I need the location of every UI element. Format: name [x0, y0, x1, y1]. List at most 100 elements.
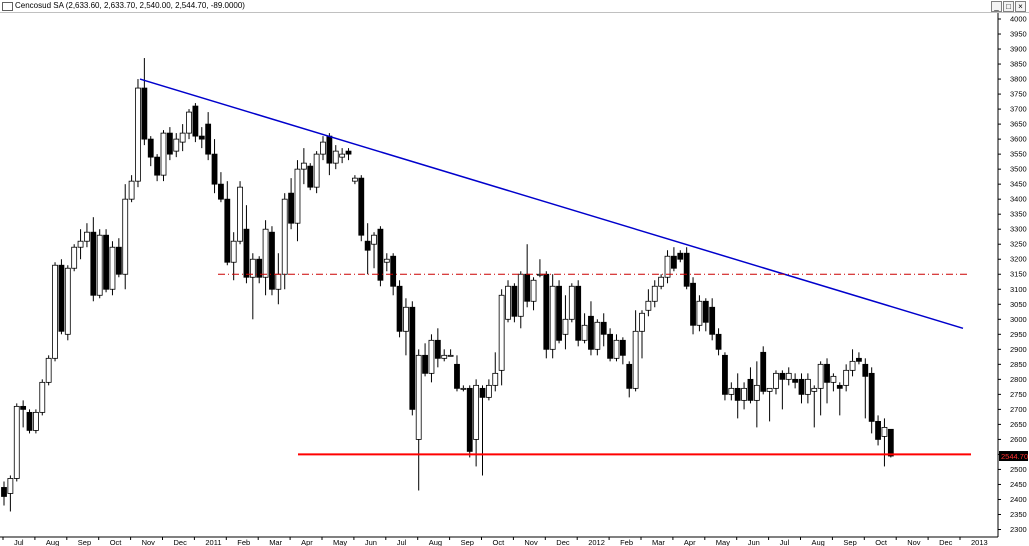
y-tick-label: 3350 — [1010, 210, 1027, 219]
candle-body — [773, 372, 779, 389]
y-tick-label: 2400 — [1010, 495, 1027, 504]
candle-body — [747, 378, 754, 401]
candle-body — [817, 363, 824, 389]
x-tick-label: Sep — [843, 538, 856, 546]
close-button[interactable]: × — [1015, 1, 1026, 12]
candle-body — [683, 252, 690, 287]
candle-body — [205, 123, 212, 155]
y-tick-label: 3250 — [1010, 240, 1027, 249]
candle-body — [524, 273, 531, 302]
y-tick-label: 2450 — [1010, 480, 1027, 489]
y-tick-label: 3400 — [1010, 195, 1027, 204]
x-tick-label: Dec — [939, 538, 953, 546]
y-tick-label: 2350 — [1010, 510, 1027, 519]
maximize-button[interactable]: □ — [1003, 1, 1014, 12]
candle-body — [441, 354, 448, 359]
candle-body — [33, 411, 39, 431]
candle-body — [26, 411, 33, 431]
candle-body — [218, 183, 224, 200]
candle-body — [626, 363, 633, 389]
candle-body — [103, 234, 109, 290]
x-tick-label: 2011 — [205, 538, 221, 546]
candle-body — [269, 231, 275, 290]
candle-body — [281, 198, 288, 275]
candle-body — [358, 177, 365, 236]
candle-body — [128, 180, 135, 200]
x-tick-label: Nov — [142, 538, 156, 546]
y-tick-label: 3100 — [1010, 285, 1027, 294]
candle-body — [543, 273, 550, 350]
candle-body — [690, 282, 696, 326]
candle-body — [249, 258, 256, 278]
y-tick-label: 3300 — [1010, 225, 1027, 234]
candle-body — [715, 333, 722, 350]
candle-body — [224, 198, 231, 263]
candle-body — [849, 360, 856, 371]
y-tick-label: 3900 — [1010, 45, 1027, 54]
x-tick-label: Aug — [812, 538, 825, 546]
candle-body — [881, 426, 888, 437]
candle-body — [460, 387, 467, 390]
candle-body — [364, 240, 371, 251]
candle-body — [211, 153, 218, 185]
minimize-button[interactable]: _ — [991, 1, 1002, 12]
candle-body — [20, 405, 27, 410]
candle-body — [141, 87, 148, 140]
document-icon — [2, 2, 13, 11]
candle-body — [345, 150, 352, 155]
x-tick-label: Nov — [524, 538, 538, 546]
candle-body — [492, 372, 499, 386]
x-tick-label: Sep — [78, 538, 91, 546]
candle-body — [862, 363, 869, 377]
title-bar[interactable]: Cencosud SA (2,633.60, 2,633.70, 2,540.0… — [0, 0, 1029, 13]
x-tick-label: Aug — [46, 538, 59, 546]
trendline — [139, 78, 964, 330]
candle-body — [530, 279, 537, 302]
candle-body — [332, 150, 339, 164]
candle-body — [811, 387, 818, 392]
candle-body — [377, 228, 384, 281]
candle-body — [173, 138, 180, 152]
candle-body — [728, 387, 735, 395]
candle-body — [96, 234, 103, 296]
candle-body — [230, 240, 237, 263]
candle-body — [90, 231, 97, 296]
candle-body — [875, 420, 881, 440]
candle-body — [52, 264, 58, 359]
candle-body — [307, 165, 314, 188]
x-tick-label: Jul — [397, 538, 407, 546]
x-tick-label: Aug — [429, 538, 442, 546]
candle-body — [856, 357, 862, 362]
candle-body — [447, 354, 454, 357]
y-tick-label: 3750 — [1010, 90, 1027, 99]
candle-body — [581, 324, 588, 341]
candle-body — [632, 330, 639, 389]
y-tick-label: 3850 — [1010, 60, 1027, 69]
candle-body — [792, 378, 799, 383]
candle-body — [192, 105, 199, 137]
y-tick-label: 3700 — [1010, 105, 1027, 114]
candle-body — [122, 198, 129, 275]
candle-body — [256, 258, 263, 278]
candle-body — [45, 357, 52, 383]
candle-body — [396, 285, 403, 332]
y-tick-label: 2800 — [1010, 375, 1027, 384]
candle-body — [422, 354, 428, 374]
candle-body — [785, 372, 792, 380]
candle-body — [262, 228, 269, 278]
last-price-label: 2544.70 — [1001, 452, 1028, 461]
candle-body — [766, 387, 773, 392]
y-tick-label: 2500 — [1010, 465, 1027, 474]
x-tick-label: Oct — [875, 538, 888, 546]
candle-body — [409, 306, 416, 410]
x-tick-label: Jul — [780, 538, 790, 546]
candle-body — [511, 285, 518, 317]
candle-body — [619, 339, 626, 356]
y-tick-label: 4000 — [1010, 15, 1027, 24]
candle-body — [568, 285, 575, 320]
candle-body — [166, 132, 173, 155]
candle-body — [588, 315, 594, 350]
candle-body — [243, 228, 250, 278]
y-tick-label: 3800 — [1010, 75, 1027, 84]
